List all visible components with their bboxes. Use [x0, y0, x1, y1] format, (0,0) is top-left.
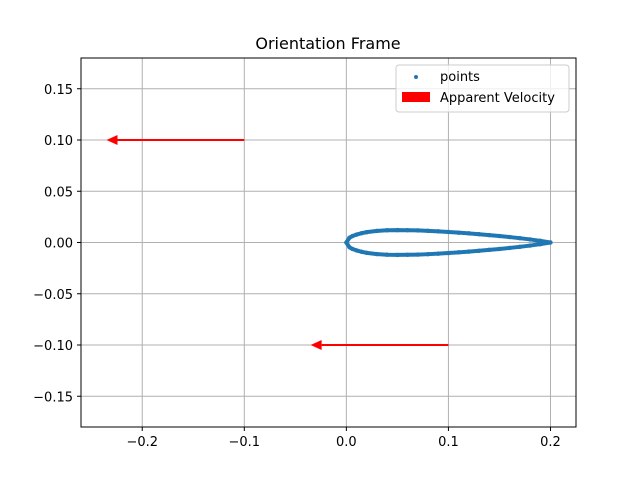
- data-point: [538, 238, 543, 244]
- data-point: [395, 252, 400, 258]
- data-point: [425, 251, 431, 257]
- velocity-arrow: [106, 135, 245, 145]
- data-point: [517, 244, 523, 250]
- y-tick-label: 0.15: [44, 83, 73, 98]
- y-tick-label: −0.15: [33, 390, 73, 405]
- data-point: [507, 245, 512, 251]
- data-point: [350, 233, 355, 239]
- velocity-arrow-head: [106, 135, 118, 145]
- data-point: [476, 231, 482, 237]
- axis-ticks: −0.2 −0.1 0.0 0.1 0.2 0.15 0.10 0.05 0.00 −0.05 −0…: [33, 83, 561, 450]
- data-point: [487, 232, 492, 238]
- data-point: [415, 228, 421, 233]
- data-point: [415, 252, 421, 257]
- x-tick-label: 0.1: [438, 435, 459, 450]
- data-point: [405, 252, 410, 257]
- y-tick-label: 0.05: [44, 185, 73, 200]
- data-point: [374, 228, 380, 234]
- data-point: [476, 248, 482, 254]
- y-tick-label: −0.05: [33, 288, 73, 303]
- velocity-arrow-head: [310, 340, 322, 350]
- data-point: [359, 249, 364, 255]
- legend-points-marker: [414, 75, 418, 79]
- x-tick-label: −0.1: [229, 435, 261, 450]
- legend-points-label: points: [440, 70, 480, 85]
- data-point: [359, 230, 364, 236]
- data-point: [527, 243, 533, 248]
- x-tick-label: 0.0: [336, 435, 357, 450]
- data-point: [354, 248, 359, 253]
- data-point: [517, 235, 523, 241]
- legend-velocity-marker: [402, 92, 430, 102]
- legend-box: [395, 64, 570, 113]
- data-point: [436, 229, 441, 234]
- data-point: [527, 237, 533, 242]
- data-point: [364, 229, 369, 235]
- velocity-arrow: [310, 340, 449, 350]
- data-point: [548, 240, 553, 245]
- x-tick-label: −0.2: [126, 435, 158, 450]
- data-point: [538, 241, 543, 247]
- data-point: [364, 250, 369, 256]
- data-point: [466, 231, 472, 236]
- data-point: [405, 228, 410, 233]
- data-point: [347, 245, 352, 250]
- data-point: [446, 229, 451, 235]
- data-point: [446, 250, 451, 256]
- legend-velocity-label: Apparent Velocity: [440, 91, 555, 106]
- data-point: [425, 228, 431, 234]
- data-point: [466, 249, 472, 254]
- data-point: [395, 227, 400, 233]
- data-point: [497, 233, 502, 239]
- data-point: [344, 240, 349, 245]
- data-point: [384, 228, 390, 233]
- y-tick-label: 0.00: [44, 237, 73, 252]
- data-point: [436, 251, 441, 256]
- plot-area: [106, 135, 553, 350]
- data-point: [487, 247, 492, 253]
- data-point: [507, 234, 512, 240]
- data-point: [497, 246, 502, 252]
- y-tick-label: −0.10: [33, 339, 73, 354]
- y-tick-label: 0.10: [44, 134, 73, 149]
- data-point: [456, 230, 461, 235]
- legend: points Apparent Velocity: [395, 64, 570, 113]
- data-point: [374, 251, 380, 257]
- data-point: [456, 250, 461, 255]
- data-point: [384, 252, 390, 257]
- data-point: [354, 232, 359, 237]
- chart-title: Orientation Frame: [255, 34, 400, 53]
- x-tick-label: 0.2: [540, 435, 561, 450]
